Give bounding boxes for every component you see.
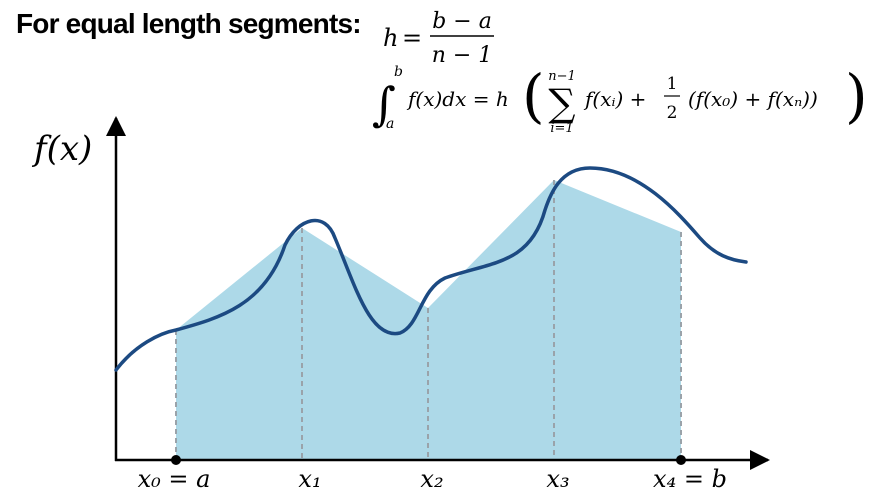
sum-upper-limit: n−1 [548, 69, 576, 84]
step-size-formula: h = b − a n − 1 [383, 9, 494, 68]
sum-term: f(xᵢ) + [583, 87, 646, 111]
half-denominator: 2 [667, 103, 678, 123]
integral-upper-bound: b [394, 64, 403, 80]
integral-sign: ∫ [372, 77, 396, 131]
endpoint-b-dot [676, 455, 686, 465]
x-tick-label-3: x₃ [546, 465, 569, 493]
integral-integrand: f(x)dx = h [406, 87, 509, 111]
sum-sign: ∑ [548, 81, 575, 125]
trapezoid-sum-formula: ∫ b a f(x)dx = h ( n−1 ∑ i=1 f(xᵢ) + 1 2… [372, 62, 868, 136]
function-curve [114, 166, 748, 372]
left-paren-large: ( [522, 62, 545, 130]
integral-lower-bound: a [386, 116, 394, 132]
x-tick-label-4: x₄ = b [653, 465, 727, 493]
formula-h-denominator: n − 1 [432, 43, 493, 68]
formula-h-numerator: b − a [432, 9, 492, 34]
x-tick-label-2: x₂ [420, 465, 443, 493]
x-tick-label-0: x₀ = a [138, 465, 211, 493]
formula-h-equals: = [402, 24, 422, 52]
formula-h-lhs: h [383, 24, 398, 52]
heading: For equal length segments: [16, 8, 362, 39]
endpoint-term: (f(x₀) + f(xₙ)) [688, 87, 818, 111]
sum-lower-limit: i=1 [550, 121, 573, 136]
endpoint-a-dot [171, 455, 181, 465]
segment-dividers [175, 180, 682, 459]
right-paren-large: ) [845, 62, 868, 130]
x-tick-label-1: x₁ [298, 465, 321, 493]
half-numerator: 1 [667, 74, 678, 94]
y-axis-label: f(x) [31, 129, 92, 169]
